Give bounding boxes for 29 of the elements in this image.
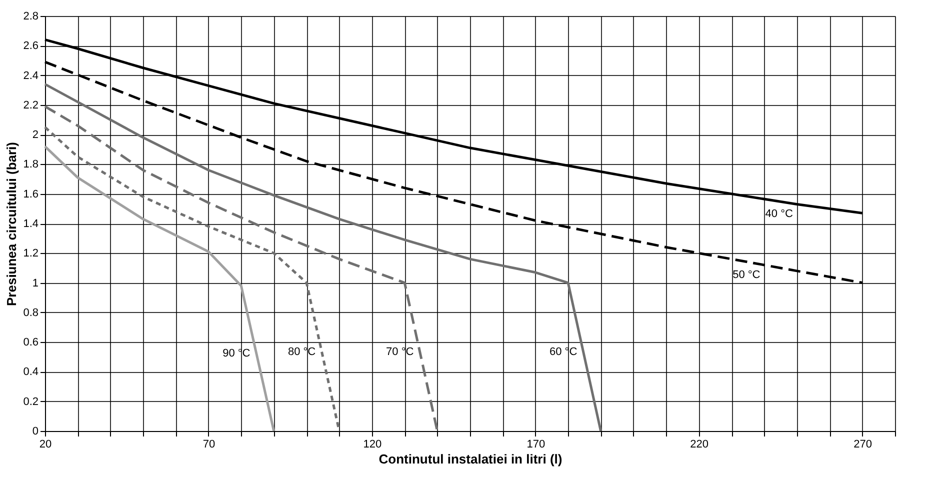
y-tick-label: 1.8 — [23, 158, 38, 171]
line-series — [44, 105, 439, 432]
y-tick-label: 2.6 — [23, 40, 38, 52]
y-axis-title: Presiunea circuitului (bari) — [4, 142, 20, 306]
line-series — [44, 126, 340, 432]
x-tick-label: 120 — [363, 438, 382, 450]
x-axis-title: Continutul instalatiei in litri (l) — [378, 452, 562, 466]
annotation: 50 °C — [732, 269, 760, 281]
y-tick-label: 2.2 — [23, 99, 38, 112]
y-tick-label: 1 — [32, 277, 38, 290]
line-series — [44, 145, 276, 432]
line-series — [44, 82, 602, 432]
y-tick-label: 1.4 — [23, 218, 38, 230]
y-tick-label: 1.6 — [23, 188, 38, 200]
y-tick-label: 0 — [32, 426, 38, 438]
x-tick-label: 270 — [854, 438, 872, 450]
annotation: 40 °C — [765, 208, 793, 220]
x-tick-label: 170 — [526, 438, 546, 450]
y-tick-label: 0.8 — [23, 306, 38, 319]
y-tick-label: 1.2 — [23, 248, 38, 260]
y-tick-label: 2 — [32, 129, 38, 142]
y-tick-label: 2.4 — [23, 70, 38, 82]
y-tick-label: 0.6 — [23, 336, 38, 349]
y-tick-label: 0.4 — [23, 366, 38, 378]
x-tick-label: 70 — [202, 438, 216, 450]
x-tick-label: 20 — [39, 438, 52, 450]
y-tick-label: 0.2 — [23, 396, 38, 408]
x-tick-label: 220 — [690, 438, 709, 450]
y-tick-label: 2.8 — [23, 10, 38, 22]
